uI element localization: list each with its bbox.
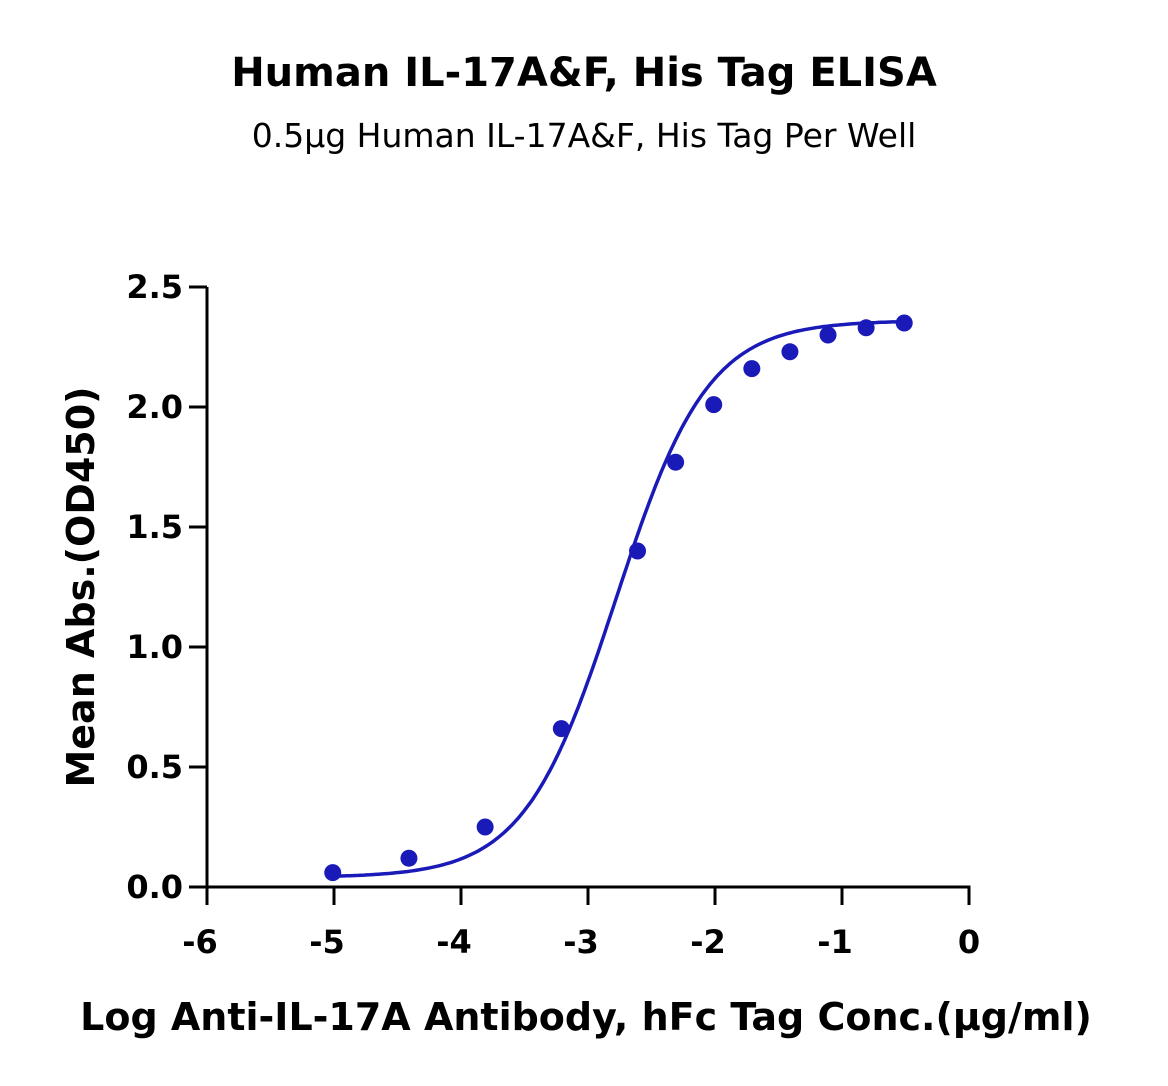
y-axis-label: Mean Abs.(OD450) (59, 386, 103, 787)
y-tick-label: 1.0 (126, 628, 183, 666)
data-point (819, 326, 837, 344)
fit-curve-group (332, 319, 905, 878)
ticks: 0.0 0.5 1.0 1.5 2.0 2.5 -6 -5 -4 -3 -2 -1 0 (126, 268, 980, 961)
y-tick-label: 0.5 (126, 748, 183, 786)
data-point (476, 818, 494, 836)
data-point (895, 314, 913, 332)
y-tick-label: 2.5 (126, 268, 183, 306)
fit-curve (332, 319, 905, 878)
data-point (400, 849, 418, 867)
chart-subtitle: 0.5μg Human IL-17A&F, His Tag Per Well (251, 116, 917, 155)
data-point (857, 319, 875, 337)
data-point (705, 396, 723, 414)
data-point (781, 343, 799, 361)
x-tick-label: -4 (436, 923, 472, 961)
data-point (743, 360, 761, 378)
y-tick-label: 1.5 (126, 508, 183, 546)
data-point (629, 542, 647, 560)
data-point (667, 453, 685, 471)
x-tick-label: -2 (690, 923, 726, 961)
chart-title: Human IL-17A&F, His Tag ELISA (231, 50, 937, 96)
x-tick-label: 0 (958, 923, 980, 961)
x-tick-label: -6 (182, 923, 218, 961)
data-point (552, 720, 570, 738)
data-points (324, 314, 913, 882)
x-tick-label: -5 (309, 923, 345, 961)
y-tick-label: 2.0 (126, 388, 183, 426)
x-tick-label: -1 (817, 923, 853, 961)
x-tick-label: -3 (563, 923, 599, 961)
data-point (324, 864, 342, 882)
axes (205, 287, 971, 889)
x-axis-label: Log Anti-IL-17A Antibody, hFc Tag Conc.(… (80, 995, 1092, 1039)
y-tick-label: 0.0 (126, 868, 183, 906)
